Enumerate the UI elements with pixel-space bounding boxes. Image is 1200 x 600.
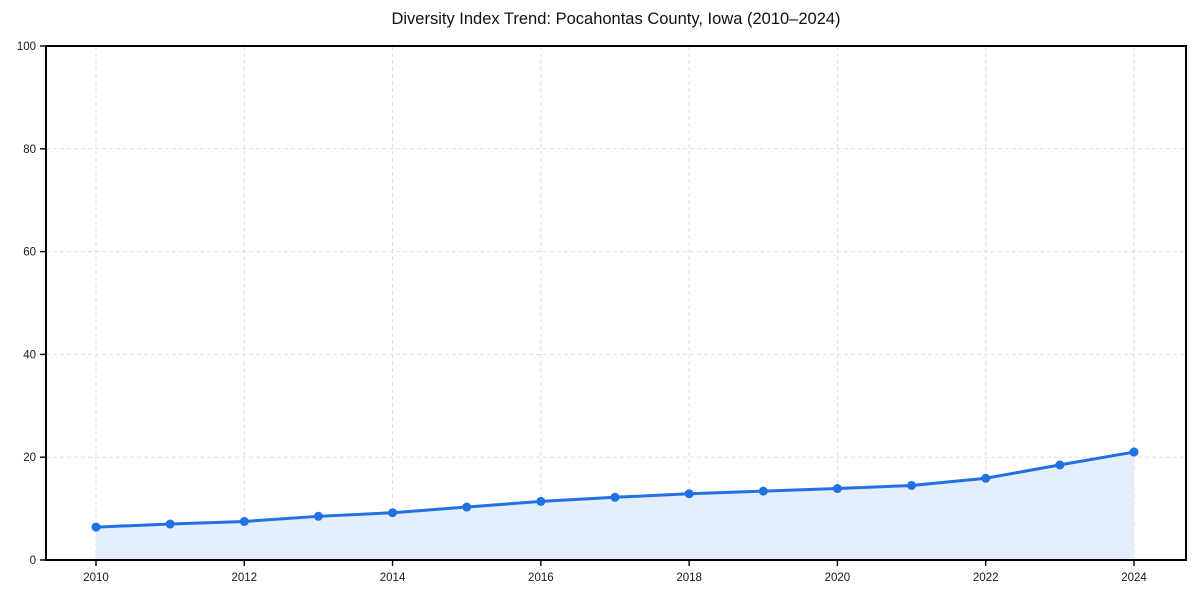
- y-tick-label: 40: [23, 349, 36, 361]
- data-point: [165, 519, 175, 529]
- data-point: [536, 496, 546, 506]
- x-tick-label: 2016: [528, 572, 554, 584]
- y-tick-label: 80: [23, 144, 36, 156]
- data-point: [758, 486, 768, 496]
- y-tick-label: 60: [23, 247, 36, 259]
- data-point: [1055, 460, 1065, 470]
- data-point: [91, 522, 101, 532]
- data-point: [462, 502, 472, 512]
- y-tick-label: 0: [30, 555, 36, 567]
- x-tick-label: 2010: [83, 572, 109, 584]
- chart-title: Diversity Index Trend: Pocahontas County…: [391, 10, 841, 28]
- data-point: [684, 489, 694, 499]
- data-point: [832, 484, 842, 494]
- data-point: [907, 480, 917, 490]
- plot-border: [45, 45, 1187, 561]
- data-point: [1129, 447, 1139, 457]
- x-tick-label: 2012: [231, 572, 257, 584]
- x-tick-label: 2018: [676, 572, 702, 584]
- data-point: [239, 516, 249, 526]
- y-tick-label: 100: [17, 41, 36, 53]
- data-point: [313, 511, 323, 521]
- y-tick-label: 20: [23, 452, 36, 464]
- x-tick-label: 2014: [380, 572, 406, 584]
- area-fill: [96, 452, 1134, 560]
- x-tick-label: 2022: [973, 572, 999, 584]
- data-point: [610, 492, 620, 502]
- x-tick-label: 2024: [1121, 572, 1147, 584]
- data-point: [388, 508, 398, 518]
- x-tick-label: 2020: [825, 572, 851, 584]
- data-point: [981, 473, 991, 483]
